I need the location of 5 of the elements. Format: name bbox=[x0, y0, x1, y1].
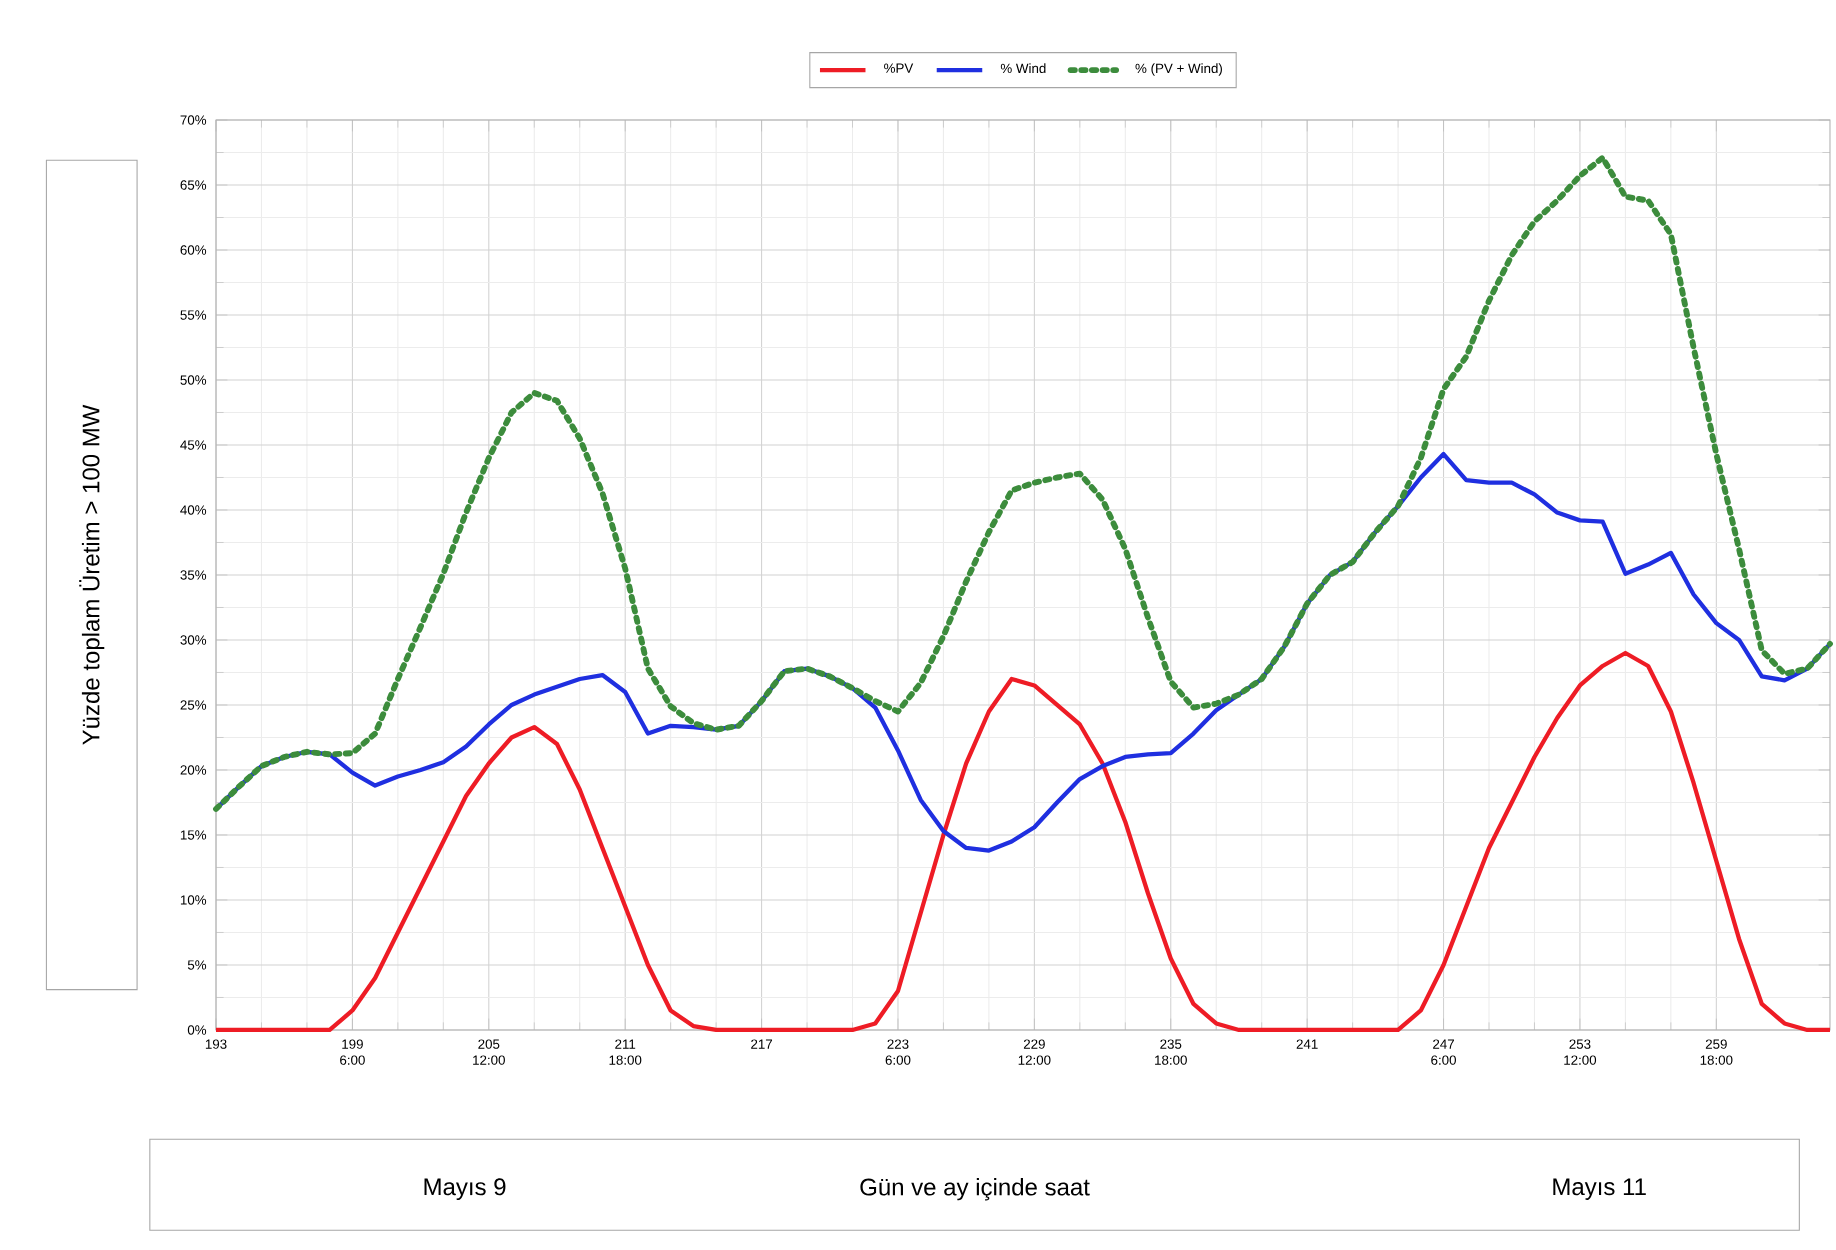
text: Gün ve ay içinde saat bbox=[860, 1177, 1090, 1201]
line-series bbox=[213, 154, 1833, 812]
text: Mayıs 11 bbox=[1553, 1178, 1646, 1200]
text: Mayıs 9 bbox=[424, 1178, 506, 1201]
y-axis-title: Yüzde toplam Üretim > 100 MW bbox=[79, 404, 105, 745]
